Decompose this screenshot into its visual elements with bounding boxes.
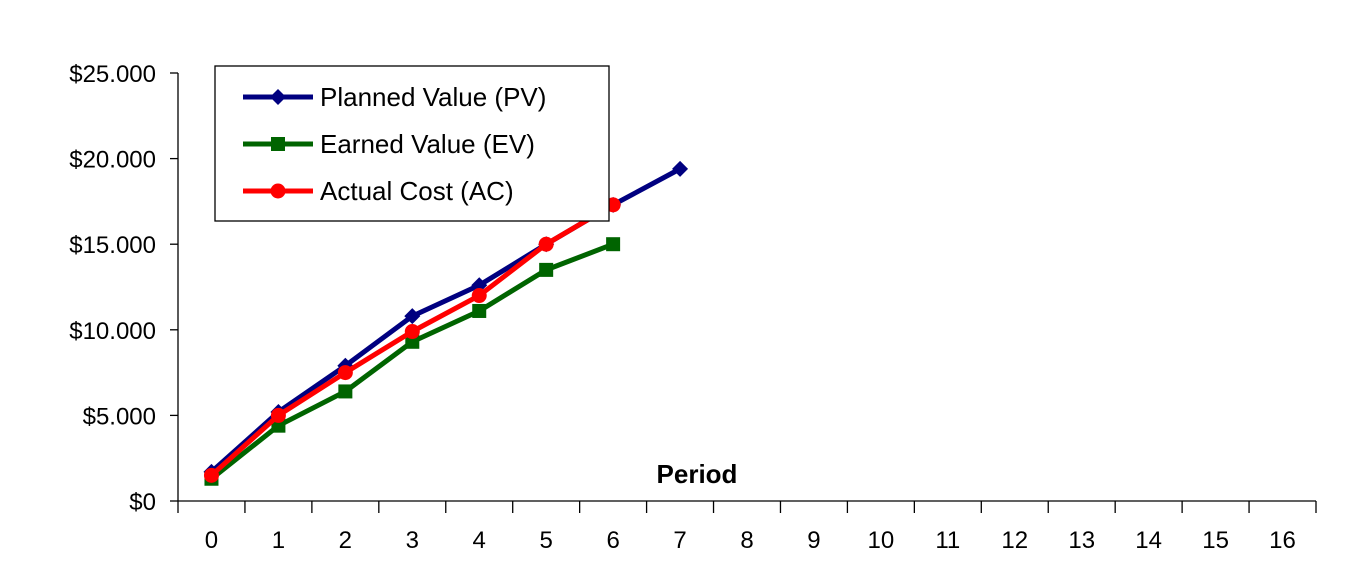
x-tick-label: 14: [1135, 527, 1162, 554]
legend-item: Earned Value (EV): [243, 129, 535, 159]
y-tick-label: $10.000: [69, 318, 156, 345]
data-point-square: [472, 303, 487, 318]
data-point-diamond: [672, 160, 689, 177]
series-2: [203, 197, 621, 483]
legend-item: Actual Cost (AC): [243, 176, 514, 206]
y-axis-ticks: $0 $5.000 $10.000 $15.000 $20.000 $25.000: [69, 61, 178, 516]
x-tick-label: 2: [339, 527, 352, 554]
data-point-circle: [203, 467, 219, 483]
y-tick-label: $5.000: [83, 403, 156, 430]
x-tick-label: 3: [406, 527, 419, 554]
data-point-circle: [337, 365, 353, 381]
x-tick-label: 9: [807, 527, 820, 554]
legend-item: Planned Value (PV): [243, 82, 546, 112]
series-1: [204, 237, 621, 486]
series-line: [208, 241, 616, 482]
x-axis-title: Period: [657, 459, 738, 489]
legend: Planned Value (PV) Earned Value (EV) Actua…: [214, 65, 610, 222]
data-point-circle: [404, 324, 420, 340]
x-tick-label: 15: [1202, 527, 1229, 554]
y-tick-label: $0: [129, 489, 156, 516]
data-point-circle: [270, 407, 286, 423]
legend-marker-diamond: [270, 89, 286, 105]
data-point-square: [539, 262, 554, 277]
data-point-square: [606, 237, 621, 252]
legend-items: Planned Value (PV) Earned Value (EV) Actua…: [243, 82, 546, 206]
x-tick-label: 8: [740, 527, 753, 554]
x-tick-label: 11: [935, 527, 960, 554]
legend-marker-circle: [270, 183, 286, 199]
data-point-square: [338, 384, 353, 399]
legend-label: Planned Value (PV): [320, 82, 546, 112]
data-point-diamond: [404, 308, 421, 325]
data-point-square: [271, 418, 286, 433]
y-tick-label: $20.000: [69, 147, 156, 174]
data-point-circle: [538, 236, 554, 252]
y-tick-label: $15.000: [69, 232, 156, 259]
legend-label: Actual Cost (AC): [320, 176, 514, 206]
x-axis-ticks: 0 1 2 3 4 5 6 7 8 9 10 11 12 13 14 15 16: [177, 501, 1317, 554]
x-tick-label: 16: [1269, 527, 1296, 554]
x-tick-label: 1: [272, 527, 285, 554]
x-tick-label: 13: [1068, 527, 1095, 554]
axes: [177, 73, 1316, 502]
legend-marker-square: [271, 137, 285, 151]
legend-label: Earned Value (EV): [320, 129, 535, 159]
data-point-square: [405, 334, 420, 349]
x-tick-label: 4: [473, 527, 486, 554]
x-tick-label: 12: [1001, 527, 1028, 554]
x-tick-label: 10: [868, 527, 895, 554]
x-tick-label: 5: [539, 527, 552, 554]
x-tick-label: 7: [673, 527, 686, 554]
data-point-circle: [471, 288, 487, 304]
y-tick-label: $25.000: [69, 61, 156, 88]
x-tick-label: 0: [205, 527, 218, 554]
x-tick-label: 6: [606, 527, 619, 554]
